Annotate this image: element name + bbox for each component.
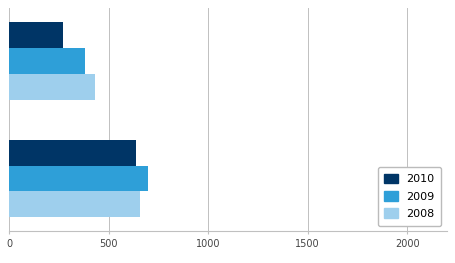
Bar — [9, 165, 148, 191]
Bar — [9, 140, 136, 165]
Bar — [9, 22, 63, 48]
Bar — [9, 191, 140, 217]
Bar — [9, 257, 337, 263]
Bar — [9, 48, 85, 74]
Legend: 2010, 2009, 2008: 2010, 2009, 2008 — [377, 167, 440, 226]
Bar — [9, 74, 95, 100]
